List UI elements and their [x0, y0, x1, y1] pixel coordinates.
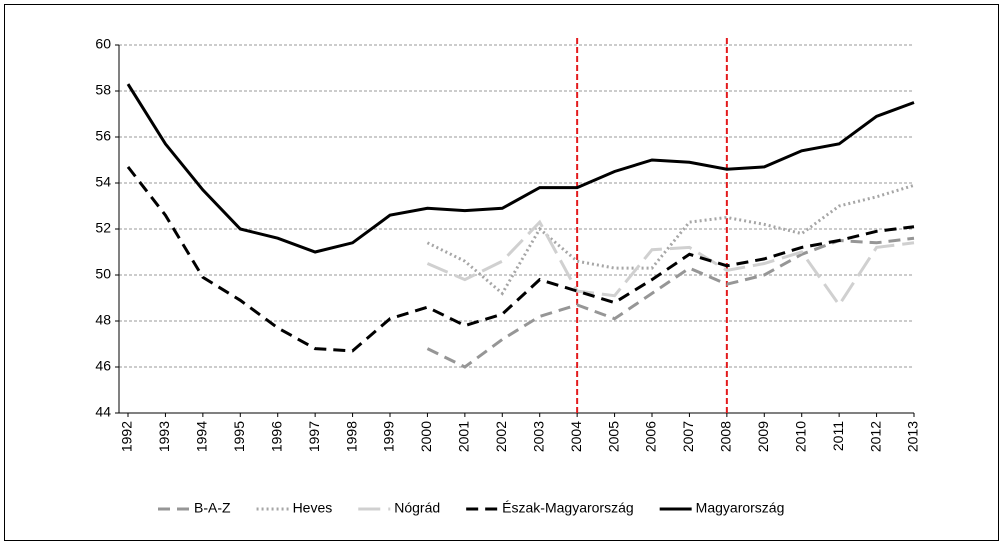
- x-tick-label: 2005: [605, 421, 621, 452]
- x-tick-label: 2001: [456, 421, 472, 452]
- x-tick-label: 2008: [718, 421, 734, 452]
- legend-label: Észak-Magyarország: [502, 500, 634, 516]
- series-line: [126, 83, 915, 254]
- x-tick-label: 2012: [867, 421, 883, 452]
- chart-border: [4, 4, 999, 541]
- y-tick-label: 50: [95, 266, 111, 282]
- x-tick-label: 2002: [493, 421, 509, 452]
- x-tick-label: 1995: [231, 421, 247, 452]
- x-tick-label: 1992: [119, 421, 135, 452]
- y-tick-label: 60: [95, 36, 111, 52]
- y-tick-label: 52: [95, 220, 111, 236]
- x-tick-label: 2009: [755, 421, 771, 452]
- series-line: [126, 165, 915, 353]
- x-tick-label: 1997: [306, 421, 322, 452]
- x-tick-label: 1999: [381, 421, 397, 452]
- legend-label: Magyarország: [696, 500, 785, 516]
- y-tick-label: 44: [95, 404, 111, 420]
- y-tick-label: 58: [95, 82, 111, 98]
- x-tick-label: 2011: [830, 421, 846, 451]
- x-tick-label: 2000: [418, 421, 434, 452]
- x-tick-label: 2004: [568, 421, 584, 452]
- x-tick-label: 1998: [343, 421, 359, 452]
- y-tick-label: 46: [95, 358, 111, 374]
- x-tick-label: 2010: [792, 421, 808, 452]
- y-tick-label: 48: [95, 312, 111, 328]
- series-line: [426, 219, 915, 308]
- legend-label: Heves: [293, 500, 333, 516]
- x-tick-label: 1996: [268, 421, 284, 452]
- x-tick-label: 2006: [643, 421, 659, 452]
- y-tick-label: 56: [95, 128, 111, 144]
- legend-label: B-A-Z: [194, 500, 231, 516]
- x-tick-label: 2007: [680, 421, 696, 452]
- x-tick-label: 1993: [156, 421, 172, 452]
- series-line: [426, 236, 915, 369]
- y-tick-label: 54: [95, 174, 111, 190]
- legend-label: Nógrád: [394, 500, 440, 516]
- x-tick-label: 2013: [905, 421, 921, 452]
- series-line: [426, 183, 915, 296]
- x-tick-label: 2003: [530, 421, 546, 452]
- x-tick-label: 1994: [194, 421, 210, 452]
